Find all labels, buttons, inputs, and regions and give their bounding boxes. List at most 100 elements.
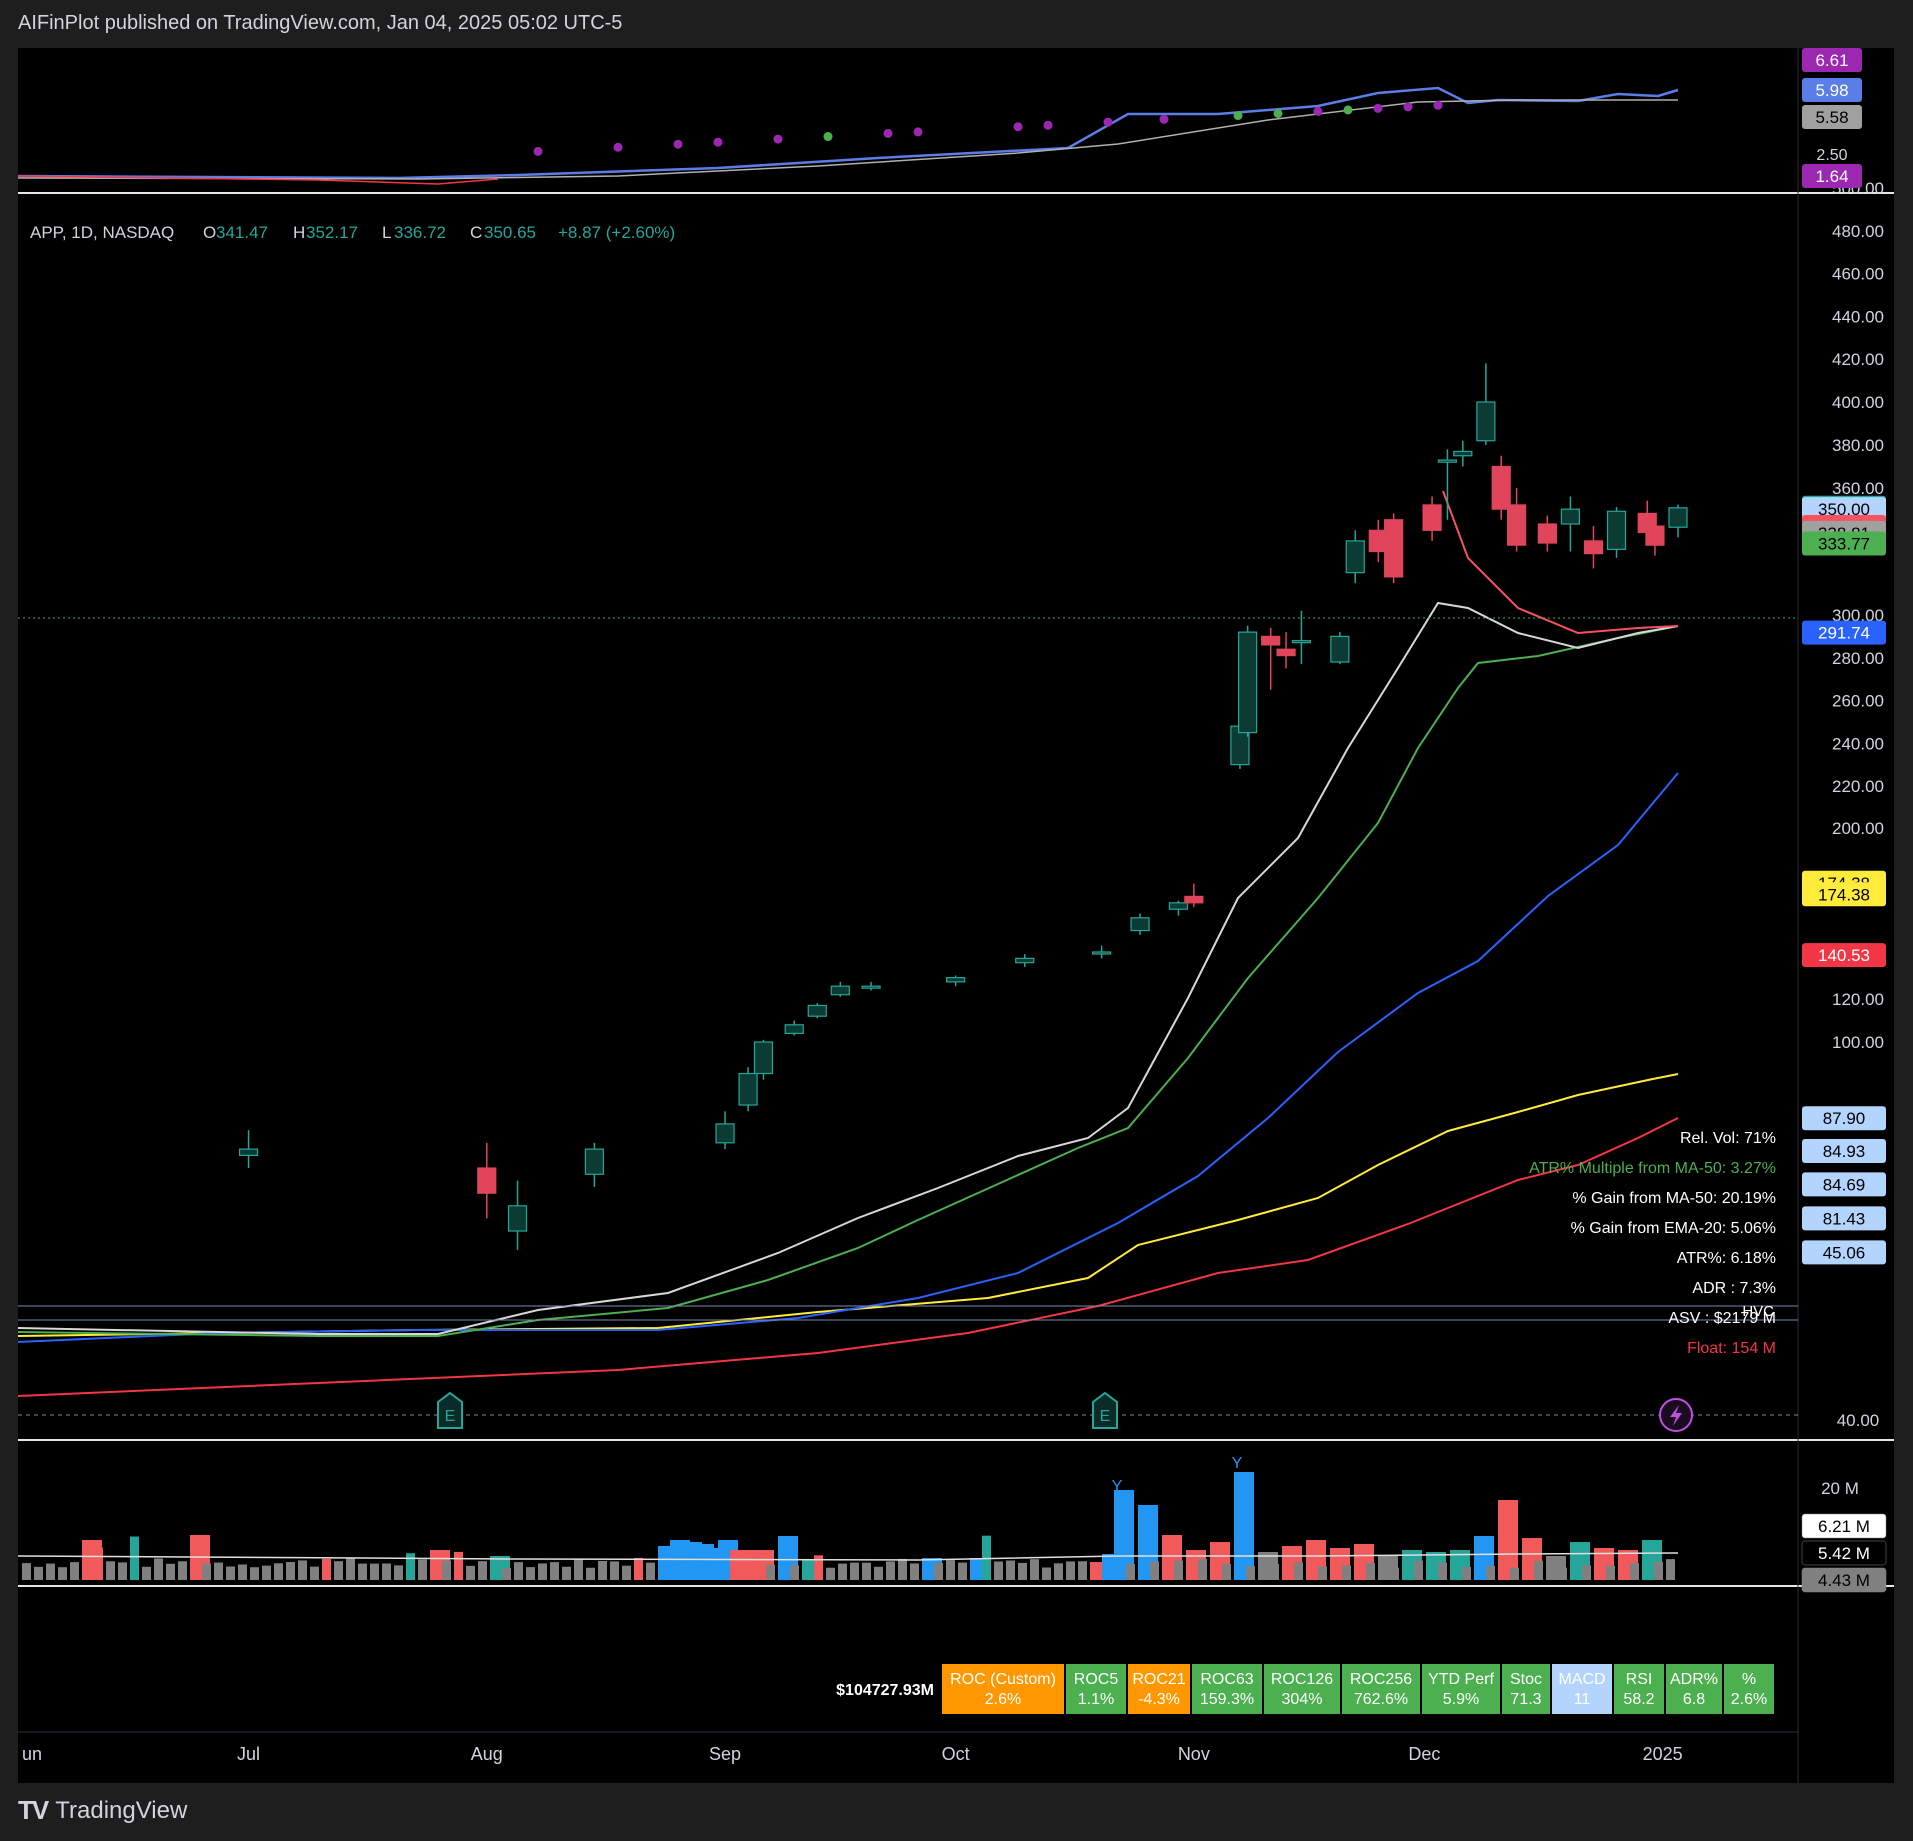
volume-bar (766, 1564, 775, 1580)
legend-low-label: L (382, 223, 391, 242)
perf-cell-title: ROC256 (1350, 1671, 1412, 1688)
price-tick-label: 300.00 (1832, 606, 1884, 625)
legend: APP, 1D, NASDAQ O 341.47 H 352.17 L 336.… (30, 223, 675, 242)
price-axis[interactable]: 500.00480.00460.00440.00420.00400.00380.… (1832, 179, 1884, 1430)
legend-high-value: 352.17 (306, 223, 358, 242)
price-tag (1802, 943, 1886, 968)
volume-bar (106, 1561, 115, 1580)
volume-bar (1030, 1559, 1039, 1580)
volume-bar (1018, 1562, 1027, 1580)
legend-low-value: 336.72 (394, 223, 446, 242)
rs-dot (613, 142, 623, 152)
volume-bar (1246, 1566, 1255, 1580)
volume-bar (910, 1563, 919, 1580)
rs-line (17, 86, 1679, 180)
volume-bar (370, 1563, 379, 1580)
volume-bar (238, 1564, 247, 1580)
price-tick-label: 220.00 (1832, 777, 1884, 796)
volume-bar (334, 1561, 343, 1580)
volume-bar (1126, 1564, 1135, 1580)
perf-cell-title: RSI (1626, 1671, 1653, 1688)
time-axis[interactable]: un Jul Aug Sep Oct Nov Dec 2025 (22, 1744, 1683, 1764)
volume-bar (526, 1567, 535, 1580)
rs-dot (1403, 102, 1413, 112)
candle-down (1537, 523, 1557, 544)
perf-cell-value: 2.6% (985, 1691, 1021, 1708)
volume-bar (22, 1563, 31, 1580)
volume-bar (1558, 1567, 1567, 1580)
volume-y-marker: Y (1112, 1478, 1123, 1495)
candle-up (1330, 635, 1350, 663)
lightning-icon[interactable] (1659, 1398, 1693, 1432)
perf-cell (1422, 1664, 1500, 1714)
footer-brand[interactable]: TradingView (55, 1796, 188, 1824)
perf-cell-title: MACD (1558, 1671, 1605, 1688)
stat-line: Float: 154 M (1687, 1340, 1776, 1357)
time-label: 2025 (1643, 1744, 1683, 1764)
rs-tag (1802, 164, 1862, 188)
price-tick-label: 120.00 (1832, 990, 1884, 1009)
rs-tag-label: 1.64 (1815, 167, 1848, 186)
volume-bar (358, 1563, 367, 1580)
candle-up (738, 1072, 758, 1106)
candle-up (784, 1024, 804, 1034)
chart-svg[interactable]: APP, 1D, NASDAQ O 341.47 H 352.17 L 336.… (17, 48, 1894, 1783)
rs-dot (1373, 103, 1383, 113)
ema-20-line (17, 625, 1679, 1337)
candle-down (1491, 465, 1511, 510)
rs-dot (1233, 111, 1243, 121)
tradingview-logo-icon[interactable]: TV (18, 1795, 49, 1825)
earnings-marker-aug[interactable]: E (437, 1391, 463, 1429)
earnings-letter: E (445, 1408, 456, 1425)
stat-line: % Gain from EMA-20: 5.06% (1571, 1220, 1776, 1237)
earnings-marker-nov[interactable]: E (1092, 1391, 1118, 1429)
price-tag (1802, 882, 1886, 907)
price-tag-label: 291.74 (1818, 624, 1870, 643)
candle-up (1238, 631, 1258, 734)
volume-bar (478, 1561, 487, 1580)
perf-cell-value: 304% (1282, 1691, 1323, 1708)
volume-bar (394, 1565, 403, 1580)
volume-tag-label: 4.43 M (1818, 1571, 1870, 1590)
volume-bar (250, 1567, 259, 1580)
rs-tag (1802, 105, 1862, 129)
candle-up (1560, 508, 1581, 525)
volume-bar (1534, 1560, 1543, 1580)
legend-close-label: C (470, 223, 482, 242)
volume-tick-label: 20 M (1821, 1479, 1859, 1498)
legend-open-value: 341.47 (216, 223, 268, 242)
rs-dot (533, 146, 543, 156)
candle-up (1092, 951, 1112, 955)
candle-up (861, 985, 881, 989)
perf-cell (1264, 1664, 1340, 1714)
price-tick-label: 200.00 (1832, 819, 1884, 838)
volume-bar (982, 1535, 991, 1580)
price-tick-label: 280.00 (1832, 649, 1884, 668)
moving-averages (17, 490, 1679, 1397)
volume-bar (118, 1562, 127, 1580)
volume-tag-label: 5.42 M (1818, 1544, 1870, 1563)
volume-bar (94, 1547, 103, 1580)
volume-bar (1414, 1560, 1423, 1580)
ema-short-line (1442, 490, 1679, 635)
volume-bar (1054, 1563, 1063, 1580)
volume-bar (1234, 1472, 1254, 1580)
price-tag (1802, 1138, 1886, 1163)
volume-bar (958, 1562, 967, 1580)
rs-dot (1343, 105, 1353, 115)
volume-bar (166, 1563, 175, 1580)
volume-bar (346, 1558, 355, 1580)
volume-bar (298, 1560, 307, 1580)
perf-cell (1724, 1664, 1774, 1714)
perf-cell-value: 71.3 (1510, 1691, 1541, 1708)
hvc-label: HVC (1742, 1303, 1774, 1320)
perf-cell (1066, 1664, 1126, 1714)
volume-bar (946, 1560, 955, 1580)
ema-10-line (17, 601, 1679, 1335)
rs-tag (1802, 78, 1862, 102)
perf-cell (1192, 1664, 1262, 1714)
stats-panel: Rel. Vol: 71% ATR% Multiple from MA-50: 3… (1529, 1130, 1776, 1357)
perf-cell-title: YTD Perf (1428, 1671, 1494, 1688)
rs-tag-label: 5.58 (1815, 108, 1848, 127)
rs-tags: 6.61 5.98 5.58 1.64 2.50 (1802, 48, 1862, 188)
